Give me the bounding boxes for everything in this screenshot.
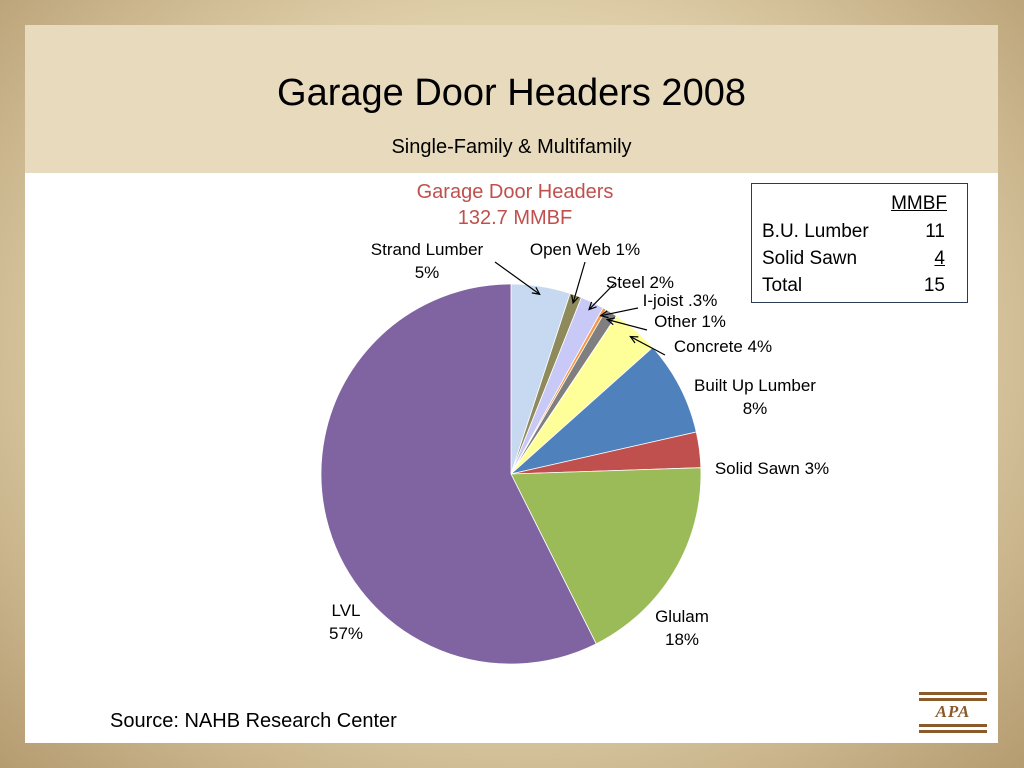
leader-arrow-steel — [588, 301, 597, 311]
chart-subtitle: 132.7 MMBF — [458, 207, 572, 229]
apa-logo-text: APA — [935, 702, 971, 721]
apa-logo: APA — [919, 692, 987, 733]
slice-label-i-joist: I-joist .3% — [643, 291, 718, 310]
pie-chart: Garage Door Headers 132.7 MMBF Strand Lu… — [320, 181, 829, 665]
mmbf-row-solid-sawn: Solid Sawn 4 — [762, 248, 945, 272]
mmbf-row-label: B.U. Lumber — [762, 221, 869, 242]
slice-label-glulam: Glulam 18% — [655, 607, 709, 649]
slice-label-steel: Steel 2% — [606, 273, 674, 292]
leader-arrow-other — [605, 317, 616, 326]
slice-label-concrete: Concrete 4% — [674, 337, 772, 356]
pie-slice-lvl — [320, 283, 597, 665]
leader-line-open-web — [572, 261, 586, 304]
header-band — [25, 25, 998, 173]
leader-line-other — [607, 318, 648, 331]
leader-line-concrete — [630, 336, 666, 356]
pie-slice-glulam — [510, 467, 702, 645]
leader-line-strand-lumber — [494, 261, 541, 295]
leader-line-i-joist — [600, 307, 639, 317]
slice-label-lvl: LVL 57% — [329, 601, 363, 643]
mmbf-row-value: 4 — [934, 248, 945, 269]
slice-label-open-web: Open Web 1% — [530, 240, 640, 259]
slice-label-other: Other 1% — [654, 312, 726, 331]
mmbf-row-value: 11 — [925, 221, 945, 242]
mmbf-row-label: Total — [762, 275, 803, 296]
leader-arrow-open-web — [571, 294, 579, 305]
leader-arrow-i-joist — [599, 310, 609, 319]
slice-label-solid-sawn: Solid Sawn 3% — [715, 459, 829, 478]
slice-label-built-up-lumber: Built Up Lumber 8% — [694, 376, 816, 418]
chart-title: Garage Door Headers — [417, 181, 614, 203]
mmbf-row-total: Total 15 — [762, 275, 945, 299]
source-note: Source: NAHB Research Center — [110, 710, 397, 732]
mmbf-row-value: 15 — [923, 275, 945, 296]
slide-subtitle: Single-Family & Multifamily — [391, 136, 632, 158]
slice-label-strand-lumber: Strand Lumber 5% — [371, 240, 484, 282]
mmbf-header: MMBF — [891, 193, 947, 214]
leader-line-steel — [588, 282, 616, 310]
slide-title: Garage Door Headers 2008 — [277, 72, 746, 114]
leader-arrow-strand-lumber — [531, 286, 541, 296]
leader-arrow-concrete — [629, 335, 639, 344]
mmbf-row-bu-lumber: B.U. Lumber 11 — [762, 221, 945, 245]
mmbf-row-label: Solid Sawn — [762, 248, 858, 269]
mmbf-table: MMBF B.U. Lumber 11 Solid Sawn 4 Total 1… — [751, 183, 968, 303]
slide: Garage Door Headers 2008 Single-Family &… — [25, 25, 998, 743]
